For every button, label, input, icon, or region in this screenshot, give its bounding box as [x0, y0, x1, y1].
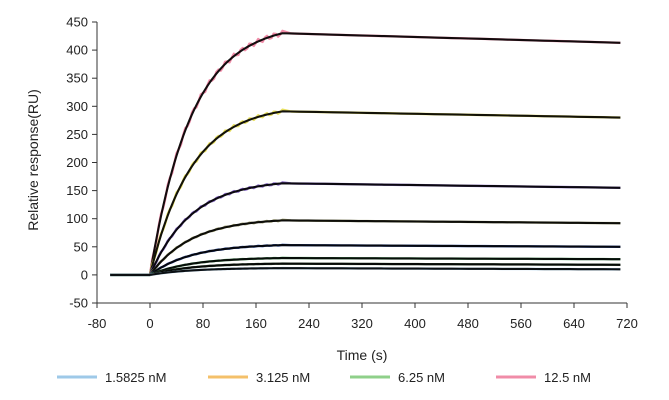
y-tick-label: 0 [81, 267, 88, 282]
x-axis-label: Time (s) [337, 347, 388, 363]
x-tick-label: 400 [404, 316, 426, 331]
legend-label: 12.5 nM [544, 370, 591, 385]
series-measured-line [110, 29, 621, 277]
y-tick-label: -50 [69, 296, 88, 311]
y-tick-label: 250 [66, 127, 88, 142]
legend: 1.5825 nM 3.125 nM 6.25 nM 12.5 nM [57, 370, 591, 385]
y-tick-label: 200 [66, 155, 88, 170]
x-tick-label: 160 [245, 316, 267, 331]
series-fit-line [110, 267, 621, 276]
x-tick-label: 320 [351, 316, 373, 331]
x-tick-label: 0 [146, 316, 153, 331]
series-fit-line [110, 110, 621, 276]
series-fit-line [110, 256, 621, 276]
series-fit-line [110, 262, 621, 276]
y-tick-label: 400 [66, 43, 88, 58]
series-measured-line [110, 108, 621, 277]
x-tick-label: 560 [510, 316, 532, 331]
y-axis-label: Relative response(RU) [25, 89, 41, 231]
x-tick-label: 240 [298, 316, 320, 331]
y-tick-label: 350 [66, 71, 88, 86]
series-fit-line [110, 182, 621, 276]
y-tick-label: 300 [66, 99, 88, 114]
axes: -50 0 50 100 150 200 250 300 350 400 450 -80 0 80 160 2… [66, 15, 638, 332]
series-fit-line [110, 32, 621, 276]
x-tick-label: 720 [616, 316, 638, 331]
series-measured-line [110, 181, 621, 277]
legend-label: 1.5825 nM [105, 370, 166, 385]
y-tick-label: 150 [66, 183, 88, 198]
x-tick-label: -80 [88, 316, 107, 331]
x-tick-label: 480 [457, 316, 479, 331]
series-measured-line [110, 256, 621, 277]
series-fit-line [110, 244, 621, 276]
legend-label: 3.125 nM [256, 370, 310, 385]
y-tick-label: 100 [66, 211, 88, 226]
series-layer [110, 29, 621, 277]
series-fit-line [110, 219, 621, 276]
legend-label: 6.25 nM [398, 370, 445, 385]
x-tick-label: 80 [196, 316, 210, 331]
y-tick-label: 450 [66, 15, 88, 30]
y-tick-label: 50 [74, 239, 88, 254]
x-tick-label: 640 [563, 316, 585, 331]
